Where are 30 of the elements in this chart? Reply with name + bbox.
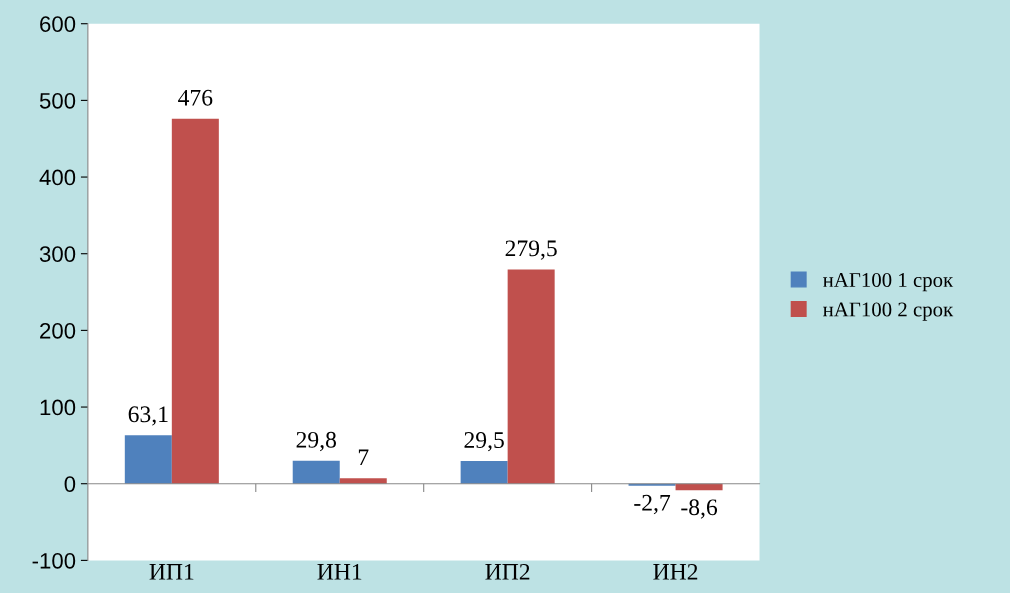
bar [628, 483, 676, 486]
y-tick-label: 300 [39, 246, 76, 262]
bar [460, 461, 508, 484]
x-tick-label: ИП1 [149, 563, 194, 580]
bar [507, 269, 555, 484]
legend-label: нАГ100 1 срок [823, 273, 954, 292]
bar [292, 460, 340, 484]
data-label: 7 [358, 449, 369, 465]
y-tick-label: 100 [40, 399, 76, 416]
y-tick-label: 400 [39, 169, 76, 186]
data-label: -2,7 [634, 494, 671, 515]
bar [339, 478, 387, 484]
data-label: 63,1 [128, 406, 168, 426]
data-label: -8,6 [681, 499, 718, 519]
x-tick-label: ИН1 [317, 563, 362, 580]
y-tick-label: -100 [32, 552, 76, 569]
data-label: 279,5 [505, 240, 557, 260]
bar [124, 435, 172, 484]
data-label: 29,5 [464, 432, 504, 452]
y-tick-label: 500 [39, 92, 76, 109]
bar [171, 118, 219, 484]
x-tick-label: ИП2 [485, 563, 530, 580]
data-label: 29,8 [296, 431, 336, 452]
legend-label: нАГ100 2 срок [823, 302, 954, 321]
y-tick-label: 200 [40, 322, 76, 339]
x-tick-label: ИН2 [653, 563, 698, 580]
data-label: 476 [178, 89, 213, 106]
y-tick-label: 0 [64, 476, 76, 492]
bar [675, 483, 723, 491]
y-tick-label: 600 [40, 16, 76, 32]
